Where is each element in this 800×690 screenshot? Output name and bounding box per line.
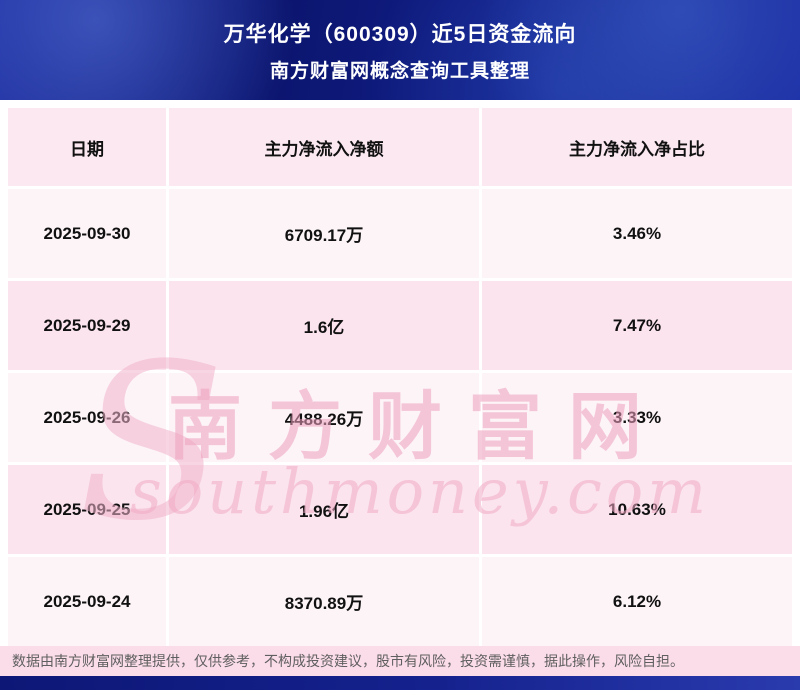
cell-ratio: 3.33% — [482, 373, 792, 462]
cell-amount: 1.96亿 — [169, 465, 479, 554]
page-title: 万华化学（600309）近5日资金流向 — [223, 22, 577, 46]
fund-flow-table: 日期 主力净流入净额 主力净流入净占比 2025-09-30 6709.17万 … — [0, 100, 800, 646]
table-header-row: 日期 主力净流入净额 主力净流入净占比 — [8, 108, 792, 186]
table-row: 2025-09-26 4488.26万 3.33% — [8, 373, 792, 462]
header-banner: 万华化学（600309）近5日资金流向 南方财富网概念查询工具整理 — [0, 0, 800, 100]
cell-ratio: 3.46% — [482, 189, 792, 278]
col-header-date: 日期 — [8, 108, 166, 186]
cell-date: 2025-09-30 — [8, 189, 166, 278]
cell-amount: 8370.89万 — [169, 557, 479, 646]
cell-amount: 1.6亿 — [169, 281, 479, 370]
table-row: 2025-09-24 8370.89万 6.12% — [8, 557, 792, 646]
table-row: 2025-09-30 6709.17万 3.46% — [8, 189, 792, 278]
cell-date: 2025-09-24 — [8, 557, 166, 646]
cell-ratio: 10.63% — [482, 465, 792, 554]
page-subtitle: 南方财富网概念查询工具整理 — [269, 60, 530, 82]
cell-ratio: 6.12% — [482, 557, 792, 646]
cell-amount: 6709.17万 — [169, 189, 479, 278]
bottom-strip — [0, 676, 800, 690]
table-row: 2025-09-25 1.96亿 10.63% — [8, 465, 792, 554]
cell-amount: 4488.26万 — [169, 373, 479, 462]
disclaimer-text: 数据由南方财富网整理提供，仅供参考，不构成投资建议，股市有风险，投资需谨慎，据此… — [0, 646, 800, 676]
cell-date: 2025-09-29 — [8, 281, 166, 370]
table-row: 2025-09-29 1.6亿 7.47% — [8, 281, 792, 370]
col-header-amount: 主力净流入净额 — [169, 108, 479, 186]
cell-date: 2025-09-26 — [8, 373, 166, 462]
cell-ratio: 7.47% — [482, 281, 792, 370]
col-header-ratio: 主力净流入净占比 — [482, 108, 792, 186]
cell-date: 2025-09-25 — [8, 465, 166, 554]
